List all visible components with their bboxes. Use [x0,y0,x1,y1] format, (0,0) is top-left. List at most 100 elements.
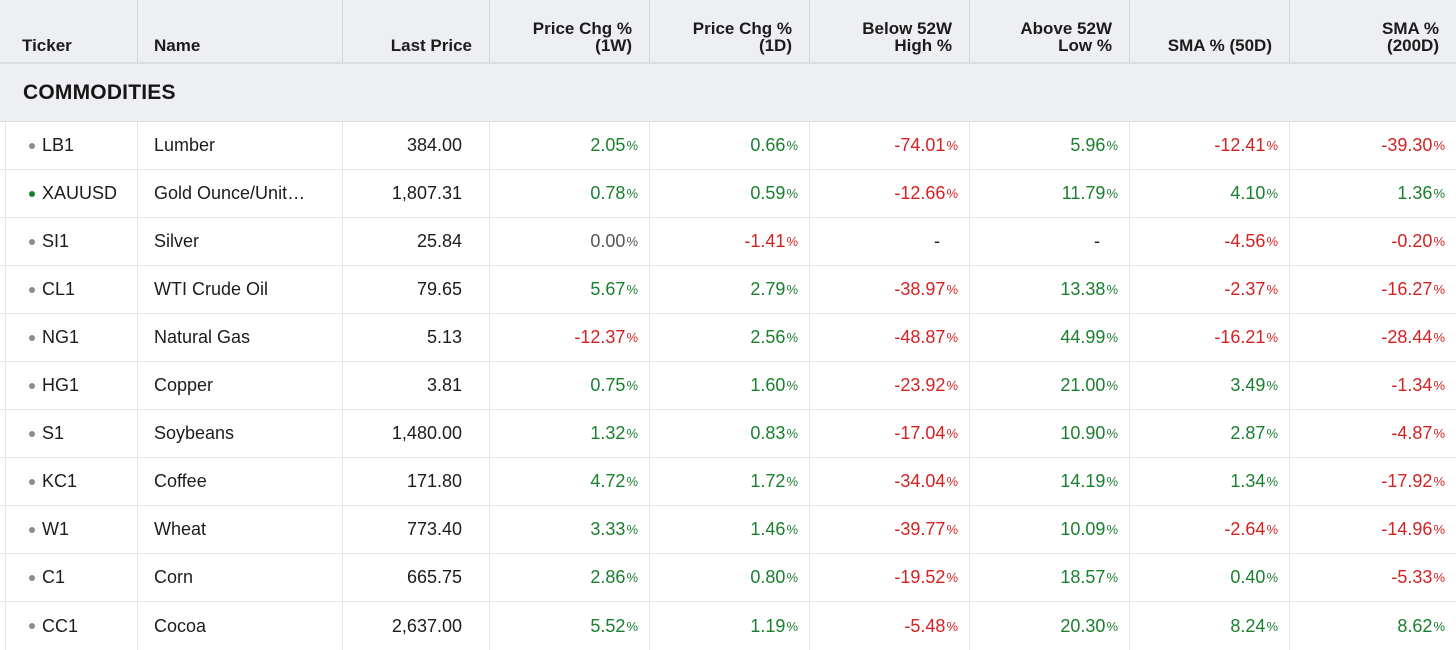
name-cell: Coffee [138,458,343,505]
ticker-cell[interactable]: CC1 [0,602,138,650]
sma-200d-cell: 1.36% [1397,183,1445,203]
column-header-label: Ticker [22,36,72,55]
last-price-cell: 1,480.00 [343,410,490,457]
table-header: Ticker Name Last Price Price Chg % (1W) P… [0,0,1456,64]
price-chg-1d-cell: 1.46% [650,506,810,553]
below-52w-high-cell: -5.48% [810,602,970,650]
table-row[interactable]: KC1 Coffee 171.80 4.72% 1.72% -34.04% 14.19% 1.… [0,458,1456,506]
below-52w-high-cell: -38.97% [810,266,970,313]
ticker-cell[interactable]: W1 [0,506,138,553]
price-chg-1w-cell: 0.78% [490,170,650,217]
sma-50d-cell: -16.21% [1130,314,1290,361]
column-header-sma-50d[interactable]: SMA % (50D) [1130,0,1290,62]
column-header-name[interactable]: Name [138,0,343,62]
last-price-cell: 25.84 [343,218,490,265]
price-chg-1d-cell: 2.56% [650,314,810,361]
sma-50d-cell: 3.49% [1130,362,1290,409]
table-row[interactable]: CL1 WTI Crude Oil 79.65 5.67% 2.79% -38.97% 13… [0,266,1456,314]
table-row[interactable]: W1 Wheat 773.40 3.33% 1.46% -39.77% 10.09% -2.6… [0,506,1456,554]
column-header-below-52w-high[interactable]: Below 52W High % [810,0,970,62]
name-cell: Soybeans [138,410,343,457]
status-dot-icon [29,574,35,581]
price-chg-1w-cell: 5.67% [490,266,650,313]
ticker-cell[interactable]: CL1 [0,266,138,313]
sma-200d-cell: -17.92% [1381,471,1445,491]
below-52w-high-cell: -23.92% [810,362,970,409]
price-chg-1d-cell: 1.60% [650,362,810,409]
last-price-cell: 79.65 [343,266,490,313]
column-header-label: Above 52W [1020,19,1112,38]
column-header-label: SMA % (50D) [1167,36,1272,55]
column-header-sublabel: Low % [1058,36,1112,55]
above-52w-low-cell: 11.79% [970,170,1130,217]
name-cell: Corn [138,554,343,601]
sma-50d-cell: 8.24% [1130,602,1290,650]
column-header-sma-200d[interactable]: SMA % (200D) [1290,0,1456,62]
table-row[interactable]: HG1 Copper 3.81 0.75% 1.60% -23.92% 21.00% 3.49… [0,362,1456,410]
status-dot-icon [29,190,35,197]
column-header-label: Below 52W [862,19,952,38]
above-52w-low-cell: 13.38% [970,266,1130,313]
name-cell: Natural Gas [138,314,343,361]
price-chg-1d-cell: 0.59% [650,170,810,217]
ticker-cell[interactable]: HG1 [0,362,138,409]
table-row[interactable]: LB1 Lumber 384.00 2.05% 0.66% -74.01% 5.96% -12… [0,122,1456,170]
price-chg-1w-cell: 1.32% [490,410,650,457]
ticker-cell[interactable]: SI1 [0,218,138,265]
sma-50d-cell: 1.34% [1130,458,1290,505]
table-row[interactable]: CC1 Cocoa 2,637.00 5.52% 1.19% -5.48% 20.30% 8.… [0,602,1456,650]
sma-200d-cell: -1.34% [1391,375,1445,395]
below-52w-high-cell: - [810,218,970,265]
price-chg-1d-cell: 0.66% [650,122,810,169]
table-row[interactable]: C1 Corn 665.75 2.86% 0.80% -19.52% 18.57% 0.40%… [0,554,1456,602]
column-header-label: Price Chg % [532,19,632,38]
name-cell: Silver [138,218,343,265]
price-chg-1w-cell: -12.37% [490,314,650,361]
status-dot-icon [29,430,35,437]
sma-50d-cell: -12.41% [1130,122,1290,169]
column-header-price-chg-1d[interactable]: Price Chg % (1D) [650,0,810,62]
name-cell: Copper [138,362,343,409]
last-price-cell: 171.80 [343,458,490,505]
sma-50d-cell: -4.56% [1130,218,1290,265]
table-row[interactable]: XAUUSD Gold Ounce/Unit… 1,807.31 0.78% 0.59%… [0,170,1456,218]
above-52w-low-cell: 20.30% [970,602,1130,650]
ticker-cell[interactable]: NG1 [0,314,138,361]
price-chg-1d-cell: 1.72% [650,458,810,505]
last-price-cell: 665.75 [343,554,490,601]
price-chg-1w-cell: 3.33% [490,506,650,553]
ticker-cell[interactable]: S1 [0,410,138,457]
ticker-cell[interactable]: XAUUSD [0,170,138,217]
column-header-sublabel: (1D) [758,36,792,55]
sma-200d-cell: -0.20% [1391,231,1445,251]
table-row[interactable]: NG1 Natural Gas 5.13 -12.37% 2.56% -48.87% 44.… [0,314,1456,362]
column-header-sublabel: (1W) [595,36,632,55]
column-header-above-52w-low[interactable]: Above 52W Low % [970,0,1130,62]
column-header-sublabel: High % [894,36,952,55]
price-chg-1d-cell: 0.83% [650,410,810,457]
status-dot-icon [29,334,35,341]
ticker-cell[interactable]: LB1 [0,122,138,169]
above-52w-low-cell: 21.00% [970,362,1130,409]
sma-50d-cell: -2.37% [1130,266,1290,313]
price-chg-1w-cell: 0.00% [490,218,650,265]
sma-50d-cell: 2.87% [1130,410,1290,457]
table-row[interactable]: S1 Soybeans 1,480.00 1.32% 0.83% -17.04% 10.90… [0,410,1456,458]
column-header-ticker[interactable]: Ticker [0,0,138,62]
above-52w-low-cell: 10.90% [970,410,1130,457]
name-cell: Wheat [138,506,343,553]
column-header-last-price[interactable]: Last Price [343,0,490,62]
below-52w-high-cell: -39.77% [810,506,970,553]
above-52w-low-cell: 14.19% [970,458,1130,505]
column-header-price-chg-1w[interactable]: Price Chg % (1W) [490,0,650,62]
status-dot-icon [29,478,35,485]
last-price-cell: 384.00 [343,122,490,169]
ticker-cell[interactable]: KC1 [0,458,138,505]
left-divider [0,120,6,650]
price-chg-1d-cell: 1.19% [650,602,810,650]
ticker-cell[interactable]: C1 [0,554,138,601]
price-chg-1w-cell: 0.75% [490,362,650,409]
table-row[interactable]: SI1 Silver 25.84 0.00% -1.41% - - -4.56% -0.20% [0,218,1456,266]
ticker-symbol: LB1 [42,135,75,155]
sma-200d-cell: -14.96% [1381,519,1445,539]
